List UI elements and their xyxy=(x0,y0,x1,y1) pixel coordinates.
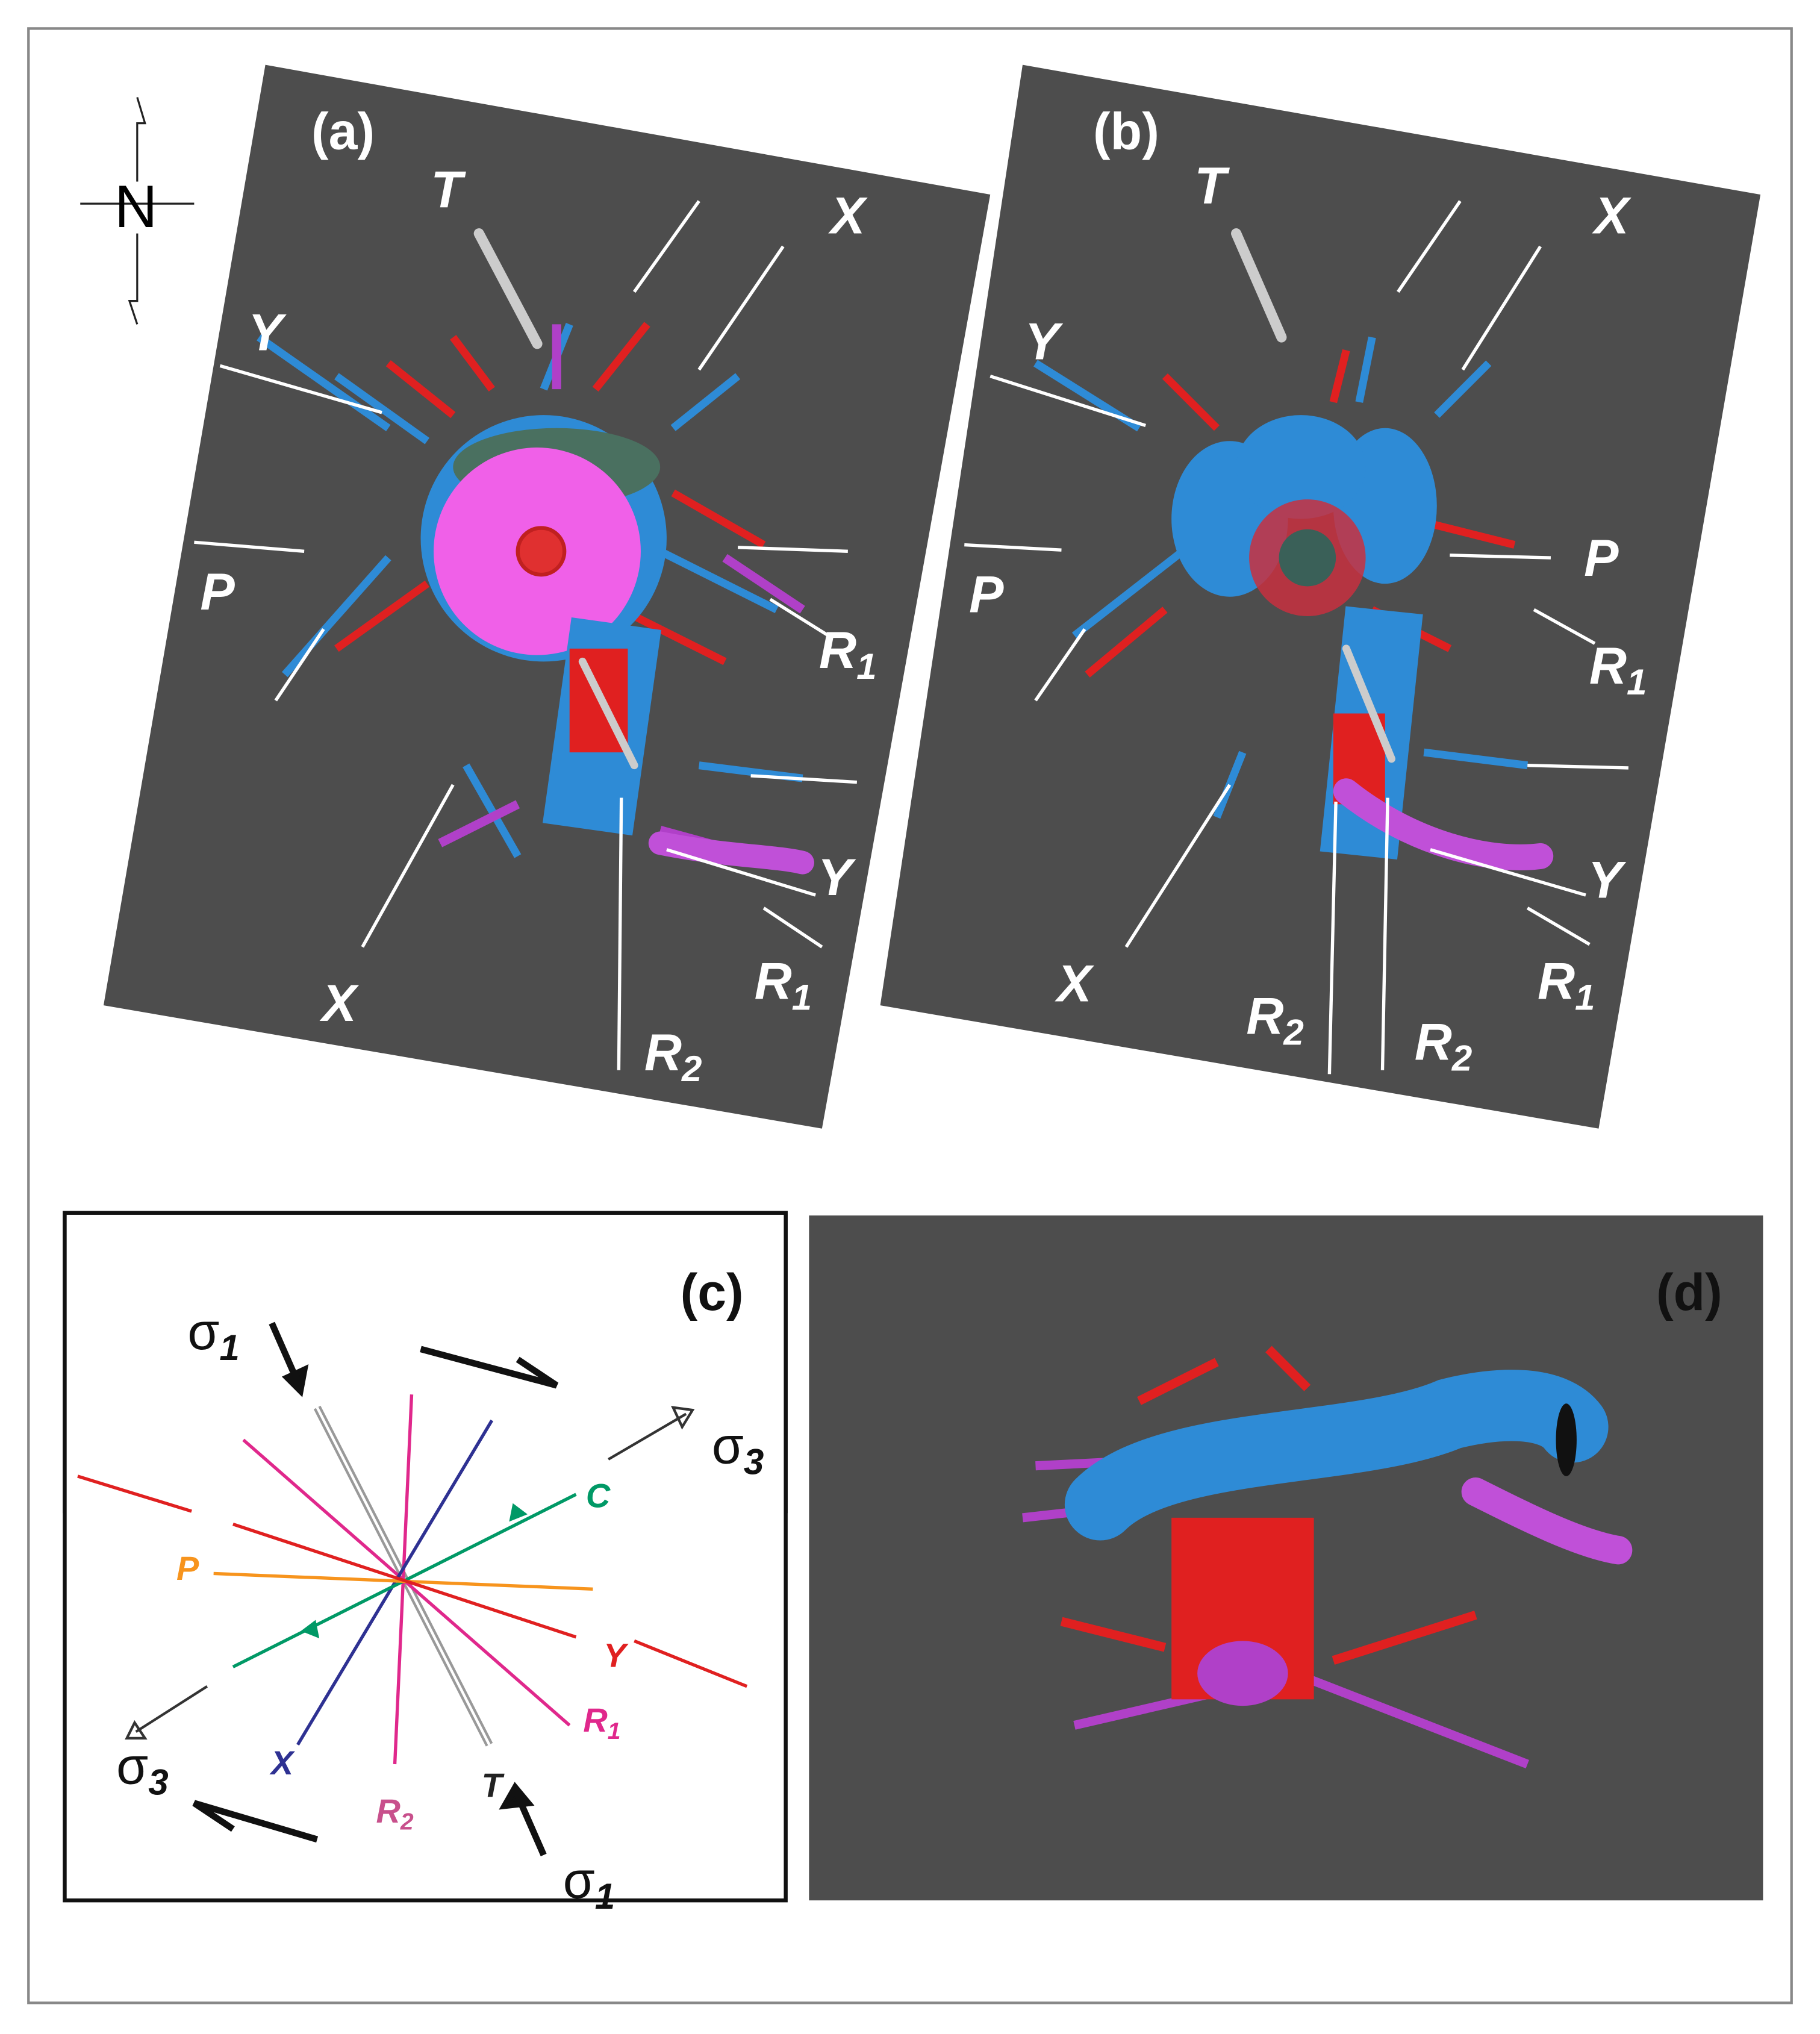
annotation-label: X xyxy=(828,187,868,245)
label-base: σ xyxy=(563,1852,595,1909)
label-base: R xyxy=(755,952,792,1010)
label-subscript: 2 xyxy=(681,1048,702,1089)
annotation-label: R1 xyxy=(1538,952,1595,1017)
annotation-label: R1 xyxy=(1589,637,1647,702)
panel-b-trace-lines xyxy=(964,200,1628,1075)
label-subscript: 1 xyxy=(608,1718,621,1744)
annotation-label: σ1 xyxy=(563,1852,615,1917)
annotation-label: R1 xyxy=(583,1701,620,1744)
label-base: R xyxy=(1415,1013,1452,1071)
annotation-label: σ3 xyxy=(116,1737,169,1802)
annotation-label: P xyxy=(969,566,1004,623)
annotation-label: Y xyxy=(818,849,856,906)
annotation-label: T xyxy=(1194,157,1230,215)
panel-label: (b) xyxy=(1093,103,1159,161)
annotation-label: σ3 xyxy=(712,1417,764,1482)
annotation-label: R2 xyxy=(1415,1013,1473,1078)
label-base: R xyxy=(819,622,856,679)
label-base: R xyxy=(1589,637,1627,695)
panel-label: (a) xyxy=(311,103,375,161)
annotation-label: σ1 xyxy=(187,1303,240,1368)
annotation-label: P xyxy=(176,1549,199,1587)
annotation-label: Y xyxy=(1025,313,1064,370)
label-base: R xyxy=(376,1792,400,1830)
annotation-label: X xyxy=(319,975,359,1032)
label-subscript: 1 xyxy=(219,1327,239,1368)
compass xyxy=(80,97,195,325)
label-subscript: 1 xyxy=(595,1876,615,1917)
compass-label: N xyxy=(114,173,157,240)
panel-c-diagram xyxy=(77,1321,748,1856)
panel-a-render xyxy=(257,228,814,875)
label-subscript: 1 xyxy=(1627,661,1647,702)
annotation-label: R1 xyxy=(819,622,877,687)
label-base: R xyxy=(1246,987,1283,1045)
label-subscript: 1 xyxy=(1575,976,1595,1017)
label-subscript: 2 xyxy=(400,1809,414,1835)
annotation-label: X xyxy=(1055,955,1094,1013)
annotation-label: Y xyxy=(248,304,287,361)
panel-d-render xyxy=(1022,1346,1633,1769)
label-subscript: 1 xyxy=(856,646,876,687)
label-base: σ xyxy=(187,1303,219,1361)
label-base: R xyxy=(644,1024,682,1082)
annotation-label: X xyxy=(1592,187,1631,245)
annotation-label: Y xyxy=(603,1636,629,1674)
annotation-label: P xyxy=(1584,529,1619,587)
label-subscript: 3 xyxy=(148,1761,168,1802)
annotation-label: T xyxy=(482,1766,505,1804)
label-subscript: 2 xyxy=(1451,1038,1472,1079)
label-base: R xyxy=(583,1701,607,1739)
annotation-label: T xyxy=(431,161,466,219)
label-subscript: 3 xyxy=(744,1441,764,1482)
annotation-label: R2 xyxy=(1246,987,1304,1052)
annotation-label: P xyxy=(200,563,235,621)
annotation-label: R2 xyxy=(376,1792,414,1835)
panel-label: (d) xyxy=(1656,1264,1722,1321)
annotation-label: R1 xyxy=(755,952,812,1017)
label-base: R xyxy=(1538,952,1575,1010)
panel-c-box xyxy=(63,1211,788,1903)
panel-b-render xyxy=(1033,228,1554,870)
label-subscript: 2 xyxy=(1283,1012,1303,1053)
panel-label: (c) xyxy=(681,1264,744,1321)
annotation-label: X xyxy=(269,1744,296,1782)
annotation-label: Y xyxy=(1588,851,1627,909)
label-base: σ xyxy=(116,1737,148,1795)
label-subscript: 1 xyxy=(792,976,812,1017)
label-base: σ xyxy=(712,1417,744,1474)
panel-a-trace-lines xyxy=(194,200,858,1070)
annotation-label: C xyxy=(586,1477,611,1515)
annotation-label: R2 xyxy=(644,1024,702,1089)
